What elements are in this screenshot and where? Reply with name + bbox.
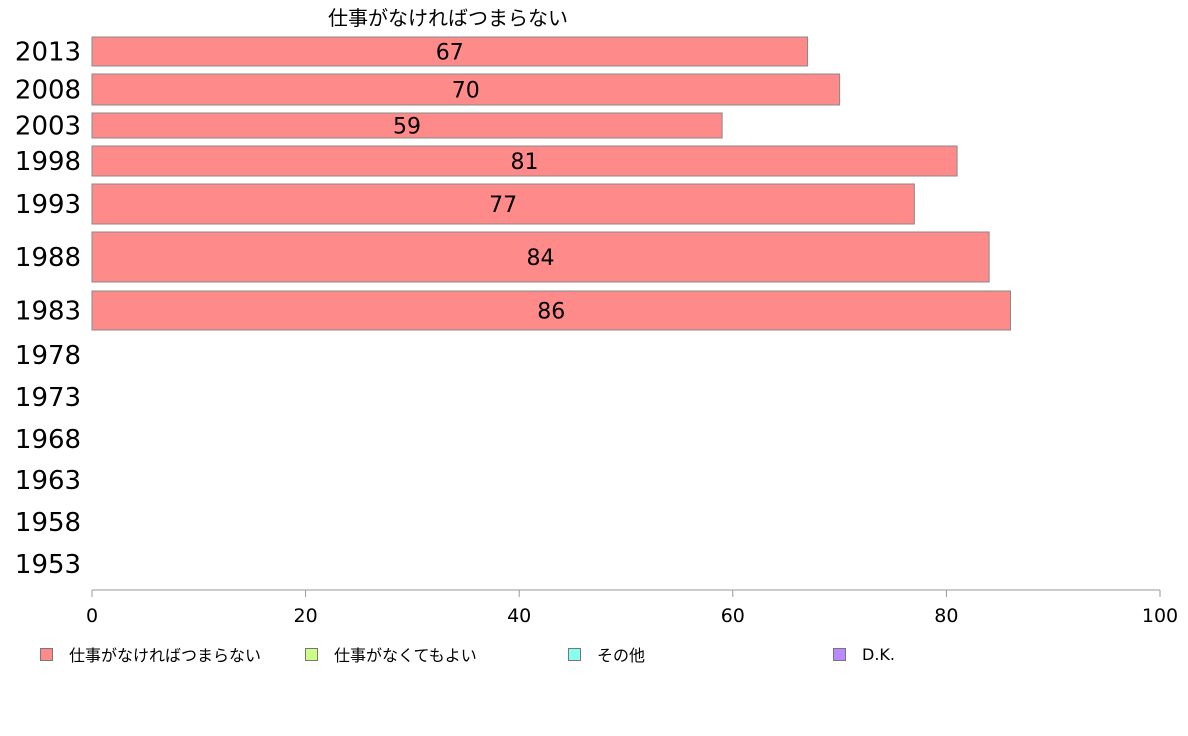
x-tick-label: 100 (1142, 605, 1178, 627)
y-tick-label: 1978 (15, 341, 81, 371)
y-tick-label: 1953 (15, 550, 81, 580)
x-axis: 0 20 40 60 80 100 (86, 589, 1178, 627)
bar (91, 36, 809, 67)
y-tick-label: 1963 (15, 466, 81, 496)
y-tick-label: 2008 (15, 76, 81, 106)
y-tick-label: 1993 (15, 190, 81, 220)
legend-item: D.K. (833, 642, 895, 666)
x-tick-label: 40 (507, 605, 531, 627)
legend-label: その他 (597, 646, 646, 665)
x-tick-label: 80 (934, 605, 958, 627)
y-axis-labels: 2013 2008 2003 1998 1993 1988 1983 1978 1973 1968… (15, 38, 81, 581)
bar (91, 112, 723, 139)
y-tick-label: 2013 (15, 38, 81, 68)
bar (91, 73, 841, 106)
bar-value-label: 70 (452, 79, 480, 104)
bar-value-label: 59 (393, 115, 421, 140)
y-tick-label: 1983 (15, 297, 81, 327)
legend-swatch (40, 647, 53, 661)
y-tick-label: 1958 (15, 508, 81, 538)
bar (91, 183, 915, 225)
bar (91, 231, 990, 283)
legend: 仕事がなければつまらない 仕事がなくてもよい その他 D.K. (0, 642, 1188, 666)
bars-group (91, 36, 1011, 331)
legend-label: 仕事がなければつまらない (69, 646, 262, 665)
bar-labels-group: 67 70 59 81 77 84 86 (393, 41, 565, 325)
x-tick-label: 20 (294, 605, 318, 627)
bar (91, 290, 1011, 331)
chart-title: 仕事がなければつまらない (328, 6, 568, 30)
y-tick-label: 2003 (15, 112, 81, 142)
bar-chart: 仕事がなければつまらない 67 70 59 81 77 84 86 2013 2008 2003… (15, 6, 1178, 627)
bar (91, 145, 958, 177)
y-tick-label: 1998 (15, 147, 81, 177)
bar-value-label: 77 (489, 193, 517, 218)
x-tick-label: 0 (86, 605, 98, 627)
bar-value-label: 67 (436, 41, 464, 66)
bar-value-label: 84 (527, 246, 555, 271)
legend-item: 仕事がなくてもよい (305, 642, 477, 666)
legend-label: 仕事がなくてもよい (334, 646, 477, 665)
legend-swatch (305, 647, 318, 661)
bar-value-label: 81 (511, 150, 539, 175)
x-tick-label: 60 (721, 605, 745, 627)
legend-swatch (568, 647, 581, 661)
y-tick-label: 1988 (15, 243, 81, 273)
bar-value-label: 86 (537, 300, 565, 325)
y-tick-label: 1973 (15, 383, 81, 413)
legend-item: 仕事がなければつまらない (40, 642, 261, 666)
legend-label: D.K. (862, 644, 895, 664)
legend-item: その他 (568, 642, 645, 666)
legend-swatch (833, 647, 846, 661)
y-tick-label: 1968 (15, 425, 81, 455)
